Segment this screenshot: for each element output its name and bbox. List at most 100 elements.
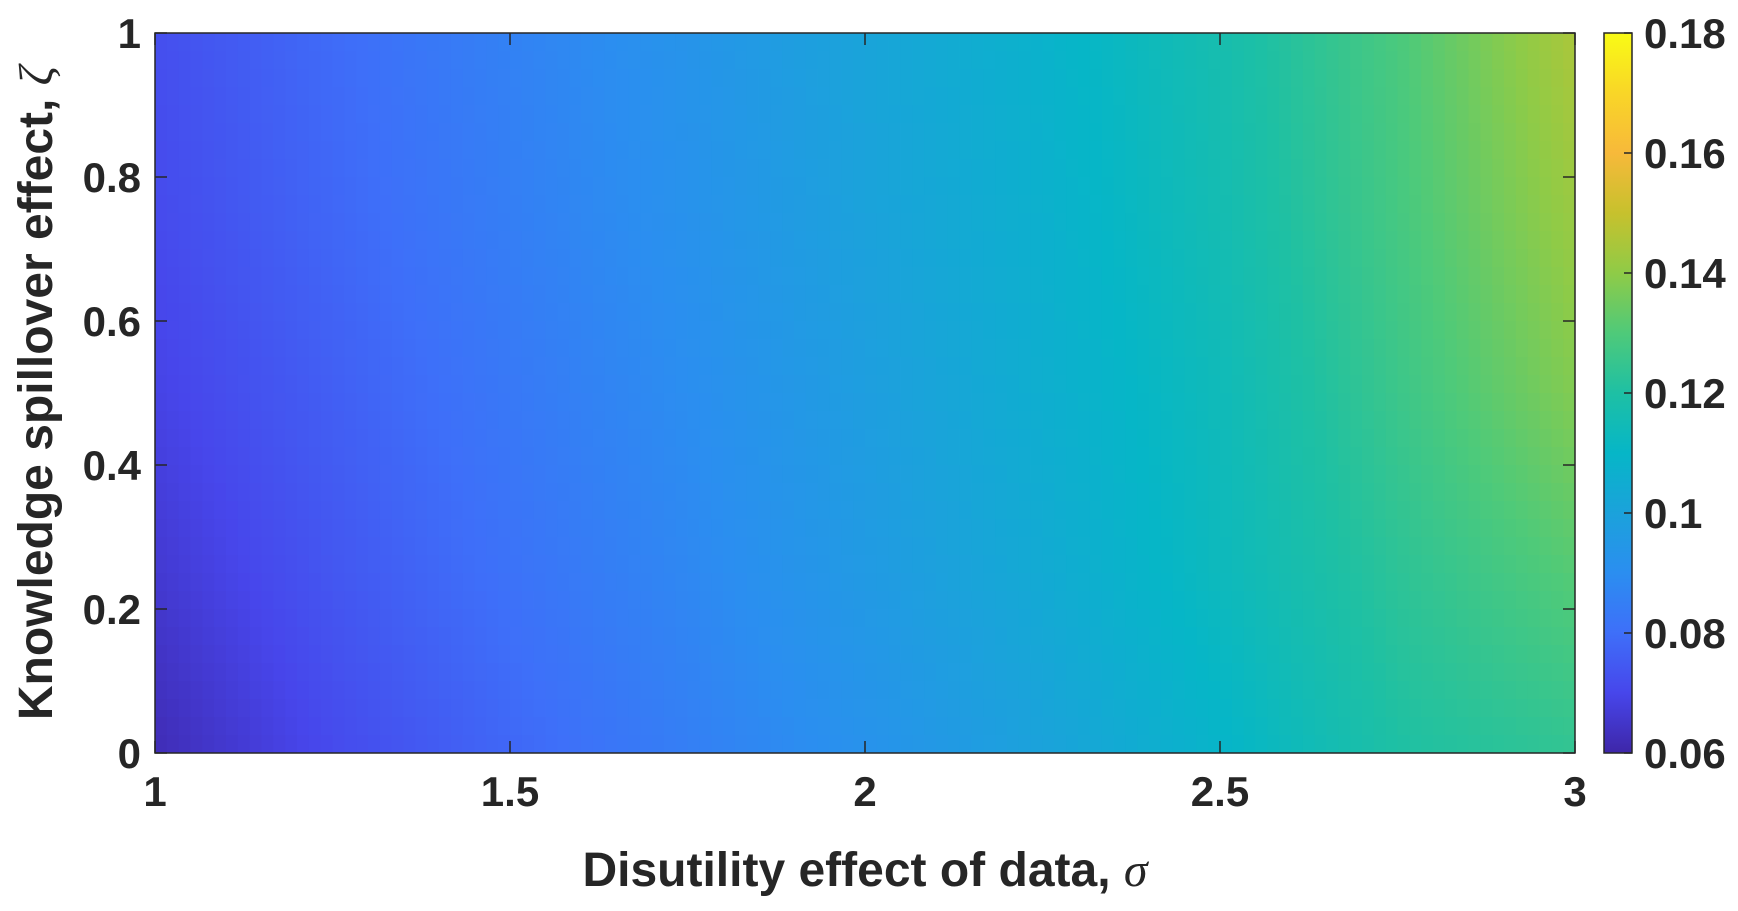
heatmap-cell (947, 717, 961, 736)
heatmap-cell (983, 447, 996, 466)
heatmap-cell (450, 393, 464, 412)
heatmap-cell (853, 465, 866, 484)
heatmap-cell (1030, 51, 1044, 70)
heatmap-cell (1089, 537, 1103, 556)
heatmap-cell (1149, 519, 1162, 538)
heatmap-cell (1480, 375, 1493, 394)
heatmap-cell (226, 627, 239, 646)
heatmap-cell (1515, 555, 1529, 574)
heatmap-cell (1125, 591, 1138, 610)
heatmap-cell (1480, 501, 1493, 520)
heatmap-cell (474, 105, 487, 124)
heatmap-cell (1515, 735, 1529, 753)
heatmap-cell (462, 393, 476, 412)
heatmap-cell (971, 303, 984, 322)
heatmap-cell (711, 51, 724, 70)
heatmap-cell (498, 141, 511, 160)
heatmap-cell (1563, 699, 1575, 718)
heatmap-cell (1373, 717, 1387, 736)
heatmap-cell (1444, 501, 1458, 520)
heatmap-cell (1066, 537, 1079, 556)
heatmap-cell (1515, 249, 1529, 268)
heatmap-cell (285, 663, 298, 682)
heatmap-cell (1208, 609, 1221, 628)
heatmap-cell (308, 213, 322, 232)
heatmap-cell (486, 429, 499, 448)
heatmap-cell (1243, 249, 1257, 268)
heatmap-cell (368, 321, 381, 340)
heatmap-cell (1492, 447, 1505, 466)
heatmap-cell (521, 321, 535, 340)
heatmap-cell (1030, 141, 1044, 160)
heatmap-cell (1172, 177, 1186, 196)
heatmap-cell (1539, 213, 1552, 232)
heatmap-cell (1243, 537, 1257, 556)
heatmap-cell (959, 321, 973, 340)
heatmap-cell (1563, 285, 1575, 304)
heatmap-cell (1231, 357, 1245, 376)
heatmap-cell (936, 123, 949, 142)
heatmap-cell (1243, 411, 1257, 430)
heatmap-cell (640, 105, 653, 124)
heatmap-cell (379, 645, 393, 664)
heatmap-cell (1125, 303, 1138, 322)
heatmap-cell (1433, 591, 1446, 610)
heatmap-cell (1231, 339, 1245, 358)
heatmap-cell (687, 303, 700, 322)
heatmap-cell (237, 555, 251, 574)
heatmap-cell (888, 33, 902, 52)
heatmap-cell (888, 537, 902, 556)
heatmap-cell (1220, 213, 1233, 232)
heatmap-cell (273, 609, 286, 628)
heatmap-cell (746, 699, 760, 718)
heatmap-cell (652, 177, 665, 196)
heatmap-cell (770, 501, 783, 520)
heatmap-cell (1421, 159, 1434, 178)
heatmap-cell (1350, 465, 1363, 484)
heatmap-cell (557, 195, 570, 214)
heatmap-cell (663, 69, 677, 88)
heatmap-cell (971, 465, 984, 484)
heatmap-cell (876, 501, 890, 520)
heatmap-cell (1480, 483, 1493, 502)
heatmap-cell (356, 321, 369, 340)
heatmap-cell (237, 33, 251, 52)
heatmap-cell (486, 519, 499, 538)
heatmap-cell (983, 627, 996, 646)
heatmap-cell (936, 501, 949, 520)
heatmap-cell (1504, 195, 1517, 214)
heatmap-cell (794, 573, 807, 592)
heatmap-cell (983, 357, 996, 376)
heatmap-cell (1563, 609, 1575, 628)
heatmap-cell (758, 51, 771, 70)
heatmap-cell (320, 591, 334, 610)
heatmap-cell (734, 609, 748, 628)
heatmap-cell (1030, 501, 1044, 520)
heatmap-cell (320, 483, 334, 502)
heatmap-cell (462, 681, 476, 700)
heatmap-cell (1314, 735, 1328, 753)
heatmap-cell (1468, 177, 1481, 196)
heatmap-cell (675, 501, 689, 520)
heatmap-cell (983, 87, 996, 106)
heatmap-cell (285, 123, 298, 142)
heatmap-cell (1255, 699, 1268, 718)
heatmap-cell (450, 699, 464, 718)
heatmap-cell (592, 177, 606, 196)
heatmap-cell (415, 663, 428, 682)
heatmap-cell (995, 447, 1008, 466)
heatmap-cell (178, 213, 192, 232)
heatmap-cell (888, 699, 902, 718)
heatmap-cell (1302, 195, 1316, 214)
heatmap-cell (1551, 267, 1564, 286)
heatmap-cell (782, 591, 795, 610)
heatmap-cell (450, 213, 464, 232)
heatmap-cell (853, 501, 866, 520)
heatmap-cell (403, 483, 416, 502)
heatmap-cell (356, 465, 369, 484)
heatmap-cell (1362, 537, 1375, 556)
heatmap-cell (214, 159, 227, 178)
heatmap-cell (403, 321, 416, 340)
heatmap-cell (1326, 123, 1339, 142)
heatmap-cell (1492, 393, 1505, 412)
